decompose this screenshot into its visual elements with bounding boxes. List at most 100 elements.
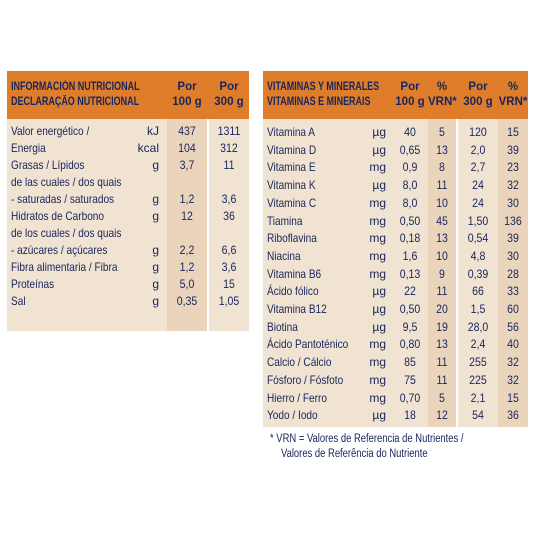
nutrient-label: Energia — [11, 141, 46, 155]
vrn-per-100g: 8 — [439, 160, 445, 175]
value-per-100g: 0,50 — [399, 302, 421, 316]
unit-label: kJ — [147, 124, 159, 138]
value-per-300g: 0,54 — [467, 231, 489, 246]
value-per-300g: 11 — [223, 158, 235, 172]
unit-label: µg — [372, 284, 386, 299]
vrn-per-100g: 13 — [436, 337, 448, 352]
vitamin-label: Riboflavina — [267, 231, 317, 246]
value-per-100g: 85 — [404, 355, 416, 370]
unit-label: g — [152, 243, 159, 257]
unit-label: mg — [369, 248, 386, 263]
vitamins-table: VITAMINAS Y MINERALES VITAMINAS E MINERA… — [263, 71, 528, 427]
unit-label: kcal — [137, 141, 159, 155]
unit-label: mg — [369, 213, 386, 228]
value-per-300g: 225 — [469, 372, 487, 387]
unit-label: µg — [372, 142, 386, 157]
vrn300-shade — [498, 71, 528, 427]
value-per-100g: 0,35 — [176, 294, 198, 308]
col-100g-header-line1: Por — [177, 81, 197, 93]
nutrition-table: INFORMACIÓN NUTRICIONAL DECLARAÇÃO NUTRI… — [7, 71, 249, 331]
vrn-per-300g: 40 — [507, 337, 519, 352]
value-per-300g: 120 — [469, 125, 487, 139]
value-per-100g: 1,6 — [402, 248, 418, 263]
vitamin-label: Tiamina — [267, 213, 303, 228]
vrn-per-300g: 28 — [507, 266, 519, 281]
value-per-300g: 1311 — [217, 124, 241, 138]
unit-label: g — [152, 260, 159, 274]
unit-label: µg — [372, 302, 386, 316]
nutrient-label: - saturadas / saturados — [11, 192, 115, 206]
value-per-100g: 12 — [181, 209, 193, 223]
value-per-100g: 0,50 — [399, 213, 421, 228]
vrn-per-100g: 11 — [436, 178, 448, 193]
col-vrn100-header-line1: % — [436, 81, 448, 93]
unit-label: µg — [372, 408, 386, 423]
vrn-per-100g: 5 — [439, 125, 445, 139]
vitamin-label: Vitamina K — [267, 178, 316, 193]
vrn-per-100g: 11 — [436, 372, 448, 387]
unit-label: mg — [369, 355, 386, 370]
col-100g-header-line2: 100 g — [172, 96, 202, 108]
vitamin-label: Vitamina C — [267, 195, 317, 210]
unit-label: mg — [369, 337, 386, 352]
value-per-300g: 15 — [223, 277, 235, 291]
value-per-300g: 2,7 — [470, 160, 486, 175]
nutrient-label: - azúcares / açúcares — [11, 243, 108, 257]
unit-label: g — [152, 158, 159, 172]
col-300g-header-line2: 300 g — [214, 96, 244, 108]
vrn-per-100g: 13 — [436, 142, 448, 157]
column-divider — [207, 71, 209, 331]
value-per-300g: 4,8 — [470, 248, 486, 263]
vitamin-label: Vitamina D — [267, 142, 317, 157]
unit-label: g — [152, 277, 159, 291]
vrn-per-300g: 56 — [507, 319, 519, 334]
vrn-per-100g: 11 — [436, 284, 448, 299]
unit-label: mg — [369, 266, 386, 281]
col-vrn100-header-line2: VRN* — [428, 96, 457, 108]
nutrition-row: - saturadas / saturados g 1,2 3,6 — [7, 191, 249, 207]
col-vrn300-header-line1: % — [507, 81, 519, 93]
nutrient-label: de las cuales / dos quais — [11, 175, 122, 189]
vitamin-row: Ácido fólico µg 22 11 66 33 — [263, 283, 528, 299]
vitamin-label: Ácido Pantoténico — [267, 337, 349, 352]
vrn100-shade — [428, 71, 456, 427]
col-vrn300-header-line2: VRN* — [498, 96, 528, 108]
vitamin-row: Vitamina C mg 8,0 10 24 30 — [263, 195, 528, 211]
vrn-per-300g: 30 — [507, 248, 519, 263]
vitamin-row: Vitamina A µg 40 5 120 15 — [263, 124, 528, 140]
value-per-100g: 0,18 — [399, 231, 421, 246]
value-per-300g: 66 — [472, 284, 484, 299]
vrn-per-300g: 15 — [507, 390, 519, 405]
vrn-per-300g: 32 — [507, 178, 519, 193]
value-per-300g: 24 — [472, 178, 484, 193]
value-per-300g: 28,0 — [467, 319, 489, 334]
vitamin-row: Fósforo / Fósfoto mg 75 11 225 32 — [263, 372, 528, 388]
vrn-per-300g: 39 — [507, 231, 519, 246]
vrn-per-100g: 45 — [436, 213, 448, 228]
value-per-100g: 0,13 — [399, 266, 421, 281]
vitamin-label: Vitamina A — [267, 125, 316, 139]
unit-label: mg — [369, 390, 386, 405]
vitamin-row: Niacina mg 1,6 10 4,8 30 — [263, 248, 528, 264]
col-300g-header-line2: 300 g — [463, 96, 493, 108]
vitamin-label: Vitamina B12 — [267, 302, 327, 316]
vrn-per-300g: 30 — [507, 195, 519, 210]
vitamin-row: Ácido Pantoténico mg 0,80 13 2,4 40 — [263, 336, 528, 352]
unit-label: µg — [372, 178, 386, 193]
value-per-300g: 2,4 — [470, 337, 486, 352]
vitamin-row: Vitamina D µg 0,65 13 2,0 39 — [263, 142, 528, 158]
value-per-100g: 2,2 — [179, 243, 195, 257]
vitamin-row: Biotina µg 9,5 19 28,0 56 — [263, 319, 528, 335]
col-300g-header-line1: Por — [219, 81, 239, 93]
nutrition-row: Hidratos de Carbono g 12 36 — [7, 208, 249, 224]
value-per-100g: 9,5 — [402, 319, 418, 334]
nutrient-label: Valor energético / — [11, 124, 90, 138]
col-100g-header-line2: 100 g — [395, 96, 425, 108]
vrn-per-100g: 10 — [436, 195, 448, 210]
unit-label: g — [152, 192, 159, 206]
vrn-per-100g: 13 — [436, 231, 448, 246]
unit-label: mg — [369, 372, 386, 387]
value-per-300g: 36 — [223, 209, 235, 223]
vitamin-label: Ácido fólico — [267, 284, 319, 299]
column-divider — [456, 71, 458, 427]
